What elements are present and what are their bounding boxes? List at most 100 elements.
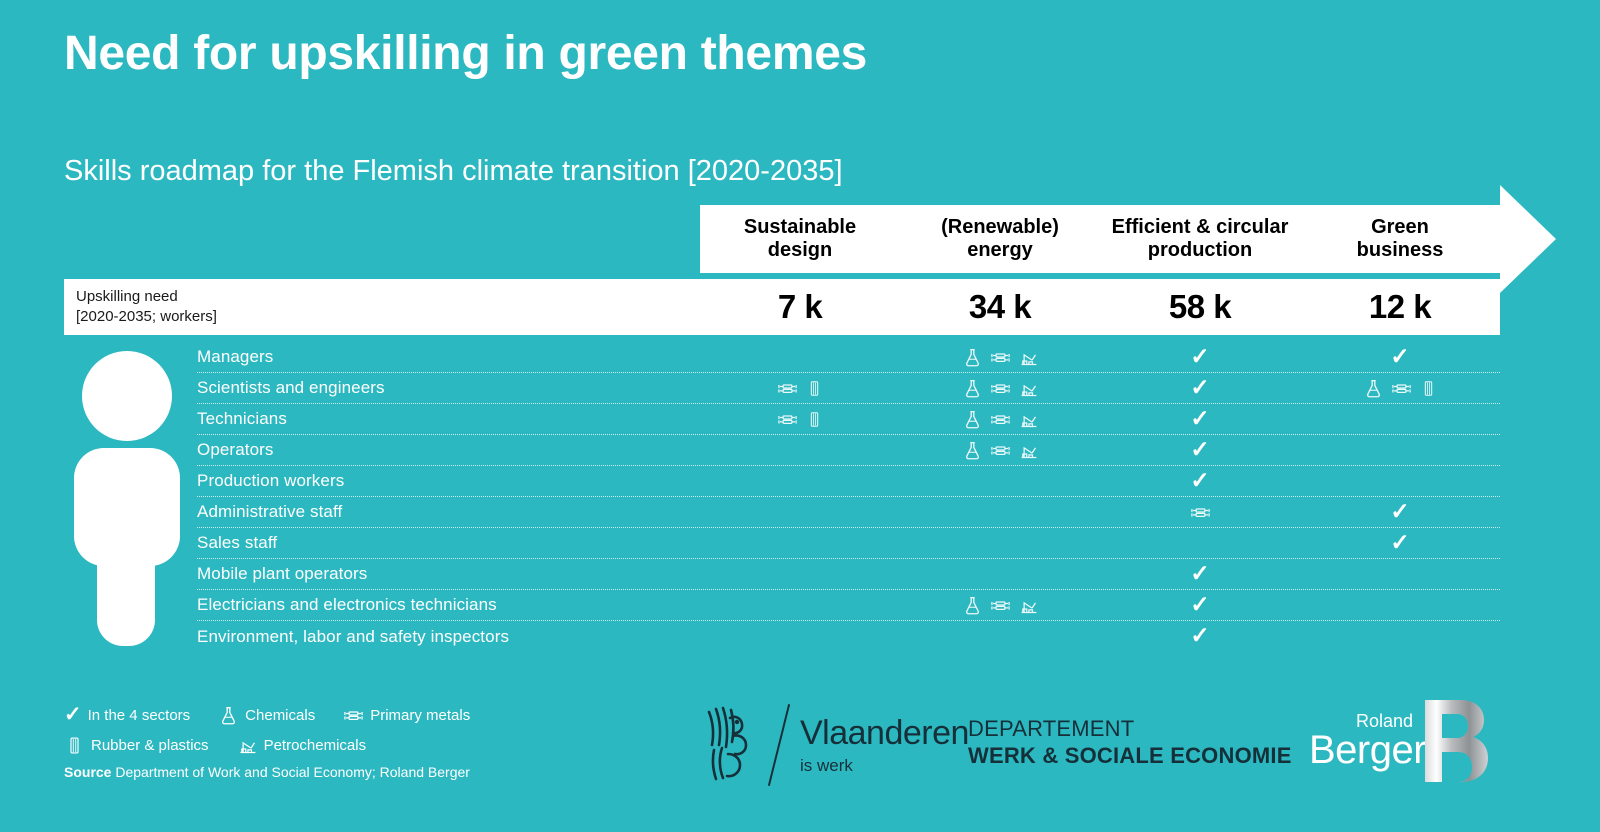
cell-renewable-energy: [900, 404, 1100, 435]
row-cells: ✓: [700, 621, 1500, 652]
row-label: Mobile plant operators: [197, 564, 368, 583]
column-header-line1: Efficient & circular: [1111, 215, 1289, 238]
cell-sustainable-design: [700, 590, 900, 621]
cell-green-business: [1300, 435, 1500, 466]
cell-green-business: ✓: [1300, 528, 1500, 559]
check-icon: ✓: [1190, 590, 1210, 617]
table-row[interactable]: Sales staff ✓: [197, 528, 1500, 559]
logo-roland-berger-line2: Berger: [1309, 728, 1427, 772]
person-silhouette-icon: [74, 351, 180, 646]
cell-renewable-energy: [900, 559, 1100, 590]
table-row[interactable]: Environment, labor and safety inspectors…: [197, 621, 1500, 652]
cell-renewable-energy: [900, 435, 1100, 466]
cell-renewable-energy: [900, 528, 1100, 559]
column-header-line2: energy: [967, 239, 1033, 261]
row-label: Environment, labor and safety inspectors: [197, 626, 510, 646]
arrow-body: [700, 205, 1500, 273]
row-label: Managers: [197, 347, 274, 366]
arrow-head-icon: [1500, 185, 1556, 293]
column-header-line2: business: [1356, 239, 1444, 261]
legend-line-1: ✓ In the 4 sectors Chemicals Primary met…: [64, 700, 684, 730]
legend-line-2: Rubber & plastics Petrochemicals: [64, 730, 684, 760]
upskilling-need-values: 7 k 34 k 58 k 12 k: [700, 279, 1500, 335]
primary-metals-icon: [990, 445, 1010, 455]
upskilling-value-sustainable-design: 7 k: [777, 288, 823, 325]
row-label: Production workers: [197, 471, 345, 490]
table-row[interactable]: Scientists and engineers ✓: [197, 373, 1500, 404]
column-header-line1: Sustainable: [743, 215, 857, 238]
row-label: Sales staff: [197, 533, 278, 552]
table-row[interactable]: Mobile plant operators ✓: [197, 559, 1500, 590]
check-icon: ✓: [1190, 559, 1210, 586]
chemicals-flask-icon: [965, 441, 979, 459]
petrochemicals-icon: [1021, 601, 1036, 613]
upskilling-need-band: Upskilling need [2020-2035; workers] 7 k…: [64, 279, 1500, 335]
cell-sustainable-design: [700, 373, 900, 404]
primary-metals-icon: [1190, 507, 1210, 517]
row-cells: ✓: [700, 590, 1500, 621]
source-note: Source Department of Work and Social Eco…: [64, 764, 470, 780]
petrochemicals-icon: [1021, 446, 1036, 458]
cell-green-business: [1300, 590, 1500, 621]
table-row[interactable]: Technicians ✓: [197, 404, 1500, 435]
row-cells: ✓ ✓: [700, 342, 1500, 373]
legend-label: Chemicals: [245, 706, 316, 724]
column-header-arrow-band: [700, 185, 1556, 293]
table-row[interactable]: Managers ✓ ✓: [197, 342, 1500, 373]
petrochemicals-icon: [1021, 353, 1036, 365]
cell-renewable-energy: [900, 621, 1100, 652]
row-label: Operators: [197, 440, 274, 459]
logo-departement-line1: DEPARTEMENT: [968, 716, 1135, 741]
cell-sustainable-design: [700, 559, 900, 590]
cell-green-business: ✓: [1300, 342, 1500, 373]
cell-sustainable-design: [700, 528, 900, 559]
column-header-line1: (Renewable): [941, 215, 1059, 238]
row-cells: ✓: [700, 373, 1500, 404]
petrochemicals-icon: [1021, 415, 1036, 427]
legend-item-primary-metals: Primary metals: [343, 705, 470, 726]
legend-item-rubber-plastics: Rubber & plastics: [64, 735, 209, 756]
cell-efficient-circular-production: ✓: [1100, 590, 1300, 621]
row-cells: ✓: [700, 528, 1500, 559]
row-cells: ✓: [700, 559, 1500, 590]
check-icon: ✓: [1190, 466, 1210, 493]
cell-efficient-circular-production: ✓: [1100, 373, 1300, 404]
column-header-renewable-energy: (Renewable) energy: [900, 205, 1100, 273]
rubber-plastics-icon: [810, 411, 818, 427]
cell-green-business: [1300, 466, 1500, 497]
table-row[interactable]: Operators ✓: [197, 435, 1500, 466]
column-header-line2: design: [767, 239, 833, 261]
logo-departement: DEPARTEMENT WERK & SOCIALE ECONOMIE: [968, 716, 1292, 770]
cell-green-business: ✓: [1300, 497, 1500, 528]
cell-efficient-circular-production: ✓: [1100, 404, 1300, 435]
table-row[interactable]: Administrative staff ✓: [197, 497, 1500, 528]
source-text: Department of Work and Social Economy; R…: [115, 764, 470, 780]
table-row[interactable]: Production workers ✓: [197, 466, 1500, 497]
chemicals-flask-icon: [1366, 379, 1380, 397]
cell-sustainable-design: [700, 621, 900, 652]
primary-metals-icon: [990, 383, 1010, 393]
check-icon: ✓: [1390, 528, 1410, 555]
page-subtitle: Skills roadmap for the Flemish climate t…: [64, 155, 843, 187]
upskilling-value-renewable-energy: 34 k: [968, 288, 1032, 325]
cell-efficient-circular-production: [1100, 528, 1300, 559]
logo-vlaanderen: Vlaanderen is werk: [700, 702, 969, 788]
petrochemicals-icon: [240, 741, 255, 753]
cell-sustainable-design: [700, 342, 900, 373]
cell-green-business: [1300, 404, 1500, 435]
primary-metals-icon: [990, 352, 1010, 362]
cell-efficient-circular-production: ✓: [1100, 435, 1300, 466]
cell-sustainable-design: [700, 466, 900, 497]
cell-renewable-energy: [900, 373, 1100, 404]
table-row[interactable]: Electricians and electronics technicians…: [197, 590, 1500, 621]
logo-divider: [762, 703, 796, 787]
check-icon: ✓: [64, 702, 82, 726]
row-label: Electricians and electronics technicians: [197, 595, 497, 614]
legend-label: Primary metals: [370, 706, 471, 724]
legend-label: In the 4 sectors: [87, 706, 191, 724]
legend-item-petrochemicals: Petrochemicals: [237, 735, 366, 756]
page-title: Need for upskilling in green themes: [64, 27, 867, 80]
rb-b-monogram-icon: [1425, 700, 1488, 782]
legend-item-chemicals: Chemicals: [218, 705, 315, 726]
cell-renewable-energy: [900, 590, 1100, 621]
